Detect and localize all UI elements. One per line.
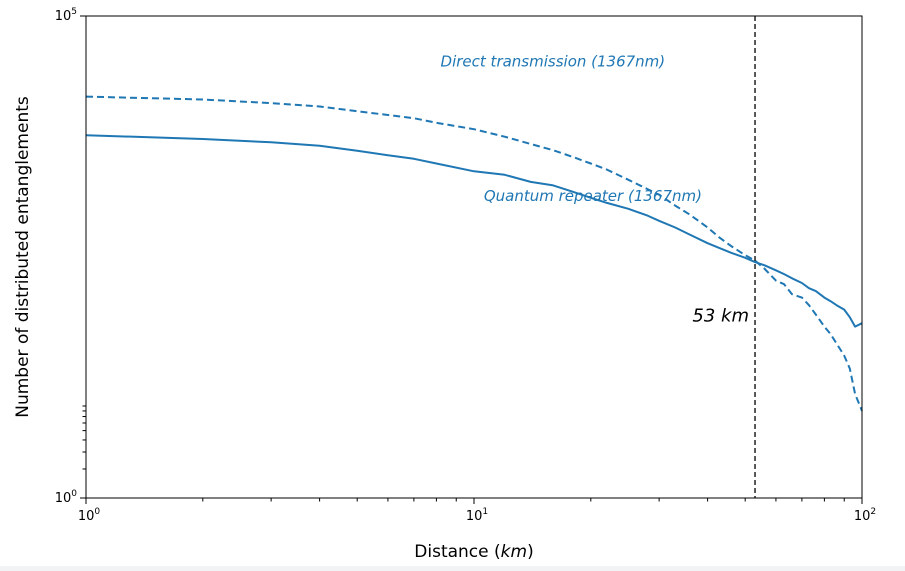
x-axis-title-unit: km xyxy=(501,542,527,562)
x-axis-title-close: ) xyxy=(527,542,534,562)
series-line-direct-transmission xyxy=(85,95,863,412)
y-tick-label: 100 xyxy=(55,489,78,506)
distance-marker-label: 53 km xyxy=(692,305,749,326)
x-tick-label: 102 xyxy=(854,507,876,524)
bottom-strip xyxy=(0,566,905,571)
x-tick-label: 100 xyxy=(78,507,101,524)
series-label-quantum-repeater: Quantum repeater (1367nm) xyxy=(484,187,702,205)
series-line-quantum-repeater xyxy=(85,134,863,328)
series-layer xyxy=(85,95,863,412)
series-label-direct-transmission: Direct transmission (1367nm) xyxy=(441,52,666,70)
x-axis-title-main: Distance ( xyxy=(414,542,500,562)
ticks-layer: 100 101 102 100 105 xyxy=(55,7,876,524)
y-axis-title: Number of distributed entanglements xyxy=(13,96,33,418)
y-tick-label: 105 xyxy=(55,7,77,24)
x-axis-title: Distance (km) xyxy=(414,542,533,562)
x-tick-label: 101 xyxy=(466,507,488,524)
